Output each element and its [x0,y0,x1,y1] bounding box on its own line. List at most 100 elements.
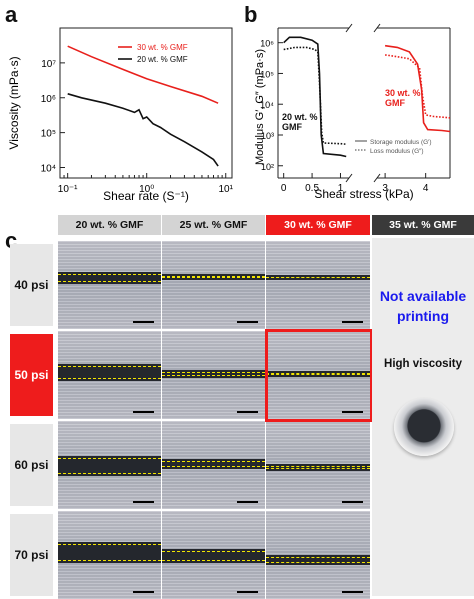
sample-dish [394,398,454,456]
guide-line-top [266,373,370,374]
x-tick-label: 1 [338,183,344,194]
guide-line-bottom [266,374,370,375]
axis-break-mark [373,23,381,33]
x-axis-label: Shear rate (S⁻¹) [103,189,189,203]
series-line-1 [67,93,219,167]
guide-line-bottom [58,281,161,282]
row-label: 70 psi [10,514,53,596]
micrograph-cell [266,421,370,509]
x-tick-label: 4 [423,183,429,194]
y-tick-label: 10⁶ [260,39,274,49]
micrograph-cell [266,331,370,419]
micrograph-cell [162,421,265,509]
scale-bar [237,411,258,413]
scale-bar [342,411,363,413]
not-available-panel: Not available printing High viscosity [372,238,474,596]
y-tick-label: 10² [261,162,274,172]
micrograph-cell [266,241,370,329]
column-header: 25 wt. % GMF [162,215,265,235]
guide-line-bottom [58,560,161,561]
guide-line-bottom [266,277,370,278]
micrograph-cell [58,421,161,509]
y-tick-label: 10⁷ [41,59,56,70]
x-tick-label: 0 [281,183,287,194]
scale-bar [342,501,363,503]
y-tick-label: 10⁶ [41,94,56,105]
series-line-1 [283,46,347,145]
y-tick-label: 10⁵ [41,129,56,140]
y-tick-label: 10⁴ [41,164,56,175]
guide-line-top [266,466,370,467]
annotation-0: 20 wt. % GMF [282,112,318,132]
guide-line-top [58,458,161,459]
guide-line-top [58,366,161,367]
highlight-box [265,329,373,422]
micrograph-texture [162,241,265,329]
guide-line-bottom [162,277,265,278]
printed-line [266,464,370,471]
micrograph-texture [266,241,370,329]
x-tick-label: 10⁰ [139,184,154,195]
y-axis-label: Viscosity (mPa·s) [7,56,21,149]
legend-label-0: Storage modulus (G′) [370,139,432,146]
scale-bar [133,321,154,323]
guide-line-top [162,372,265,373]
micrograph-cell [266,511,370,599]
printed-line [162,459,265,469]
axis-break-mark [373,173,381,183]
legend-label-1: 20 wt. % GMF [137,55,188,64]
printed-line [58,456,161,476]
column-header: 30 wt. % GMF [266,215,370,235]
row-label: 60 psi [10,424,53,506]
guide-line-bottom [266,562,370,563]
panel-letter-a: a [5,2,18,27]
scale-bar [237,501,258,503]
x-axis-label: Shear stress (kPa) [314,187,413,201]
annotation-line: 30 wt. % [385,88,421,98]
guide-line-top [162,461,265,462]
printed-line [266,555,370,565]
scale-bar [133,411,154,413]
guide-line-bottom [266,468,370,469]
guide-line-bottom [58,473,161,474]
series-line-3 [384,54,451,119]
annotation-line: GMF [282,122,302,132]
micrograph-cell [162,511,265,599]
printed-line [162,549,265,563]
guide-line-top [58,274,161,275]
not-available-text: Not available printing [379,288,467,324]
scale-bar [133,501,154,503]
annotation-line: GMF [385,98,405,108]
annotation-1: 30 wt. % GMF [385,88,421,108]
scale-bar [342,321,363,323]
printed-line [58,364,161,381]
annotation-line: 20 wt. % [282,112,318,122]
micrograph-cell [58,331,161,419]
scale-bar [342,591,363,593]
column-header: 35 wt. % GMF [372,215,474,235]
scale-bar [133,591,154,593]
series-line-0 [283,36,347,158]
y-axis-label: Modulus G′, G″ (mPa·s) [254,49,266,165]
micrograph-cell [162,241,265,329]
viscosity-chart: 10⁻¹ 10⁰ 10¹ 10⁴ 10⁵ 10⁶ 10⁷ Shear rate (S⁻¹) Vi… [7,27,234,203]
y-tick-label: 10⁴ [260,100,274,110]
guide-line-bottom [162,560,265,561]
legend-label-1: Loss modulus (G″) [370,148,424,155]
x-tick-label: 0.5 [305,183,319,194]
modulus-chart: 0 0.5 1 3 4 10² 10³ 10⁴ 10⁵ 10⁶ Shear stress (kPa)… [254,23,451,201]
row-label: 50 psi [10,334,53,416]
x-tick-label: 10⁻¹ [58,184,78,195]
series-line-2 [384,44,451,133]
plot-frame [59,27,233,179]
guide-line-top [162,276,265,277]
printed-line [58,542,161,563]
guide-line-top [266,557,370,558]
micrograph-cell [58,511,161,599]
axis-break-mark [345,23,353,33]
legend-label-0: 30 wt. % GMF [137,43,188,52]
guide-line-top [58,544,161,545]
x-tick-label: 10¹ [219,184,234,195]
guide-line-bottom [162,375,265,376]
guide-line-top [162,551,265,552]
